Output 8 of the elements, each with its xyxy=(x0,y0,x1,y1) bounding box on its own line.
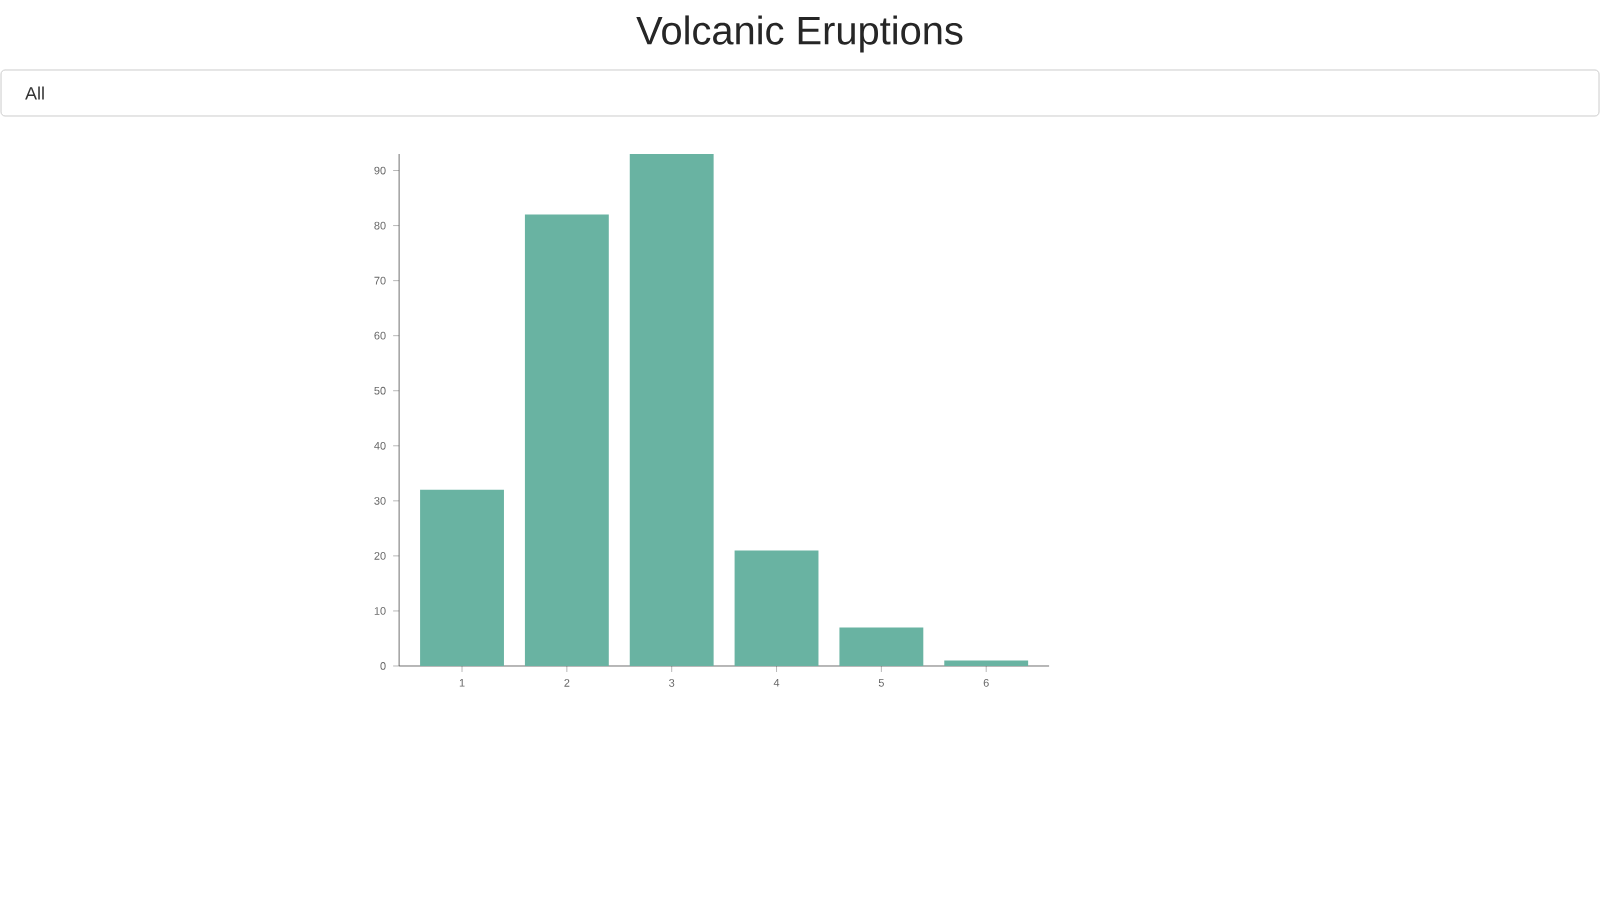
bar xyxy=(839,627,924,666)
bar xyxy=(629,154,714,666)
chart-title: Volcanic Eruptions xyxy=(636,15,963,53)
text: All xyxy=(25,86,44,100)
bar xyxy=(420,489,504,666)
bar xyxy=(524,214,609,666)
bar xyxy=(944,660,1029,666)
bar xyxy=(734,550,819,666)
